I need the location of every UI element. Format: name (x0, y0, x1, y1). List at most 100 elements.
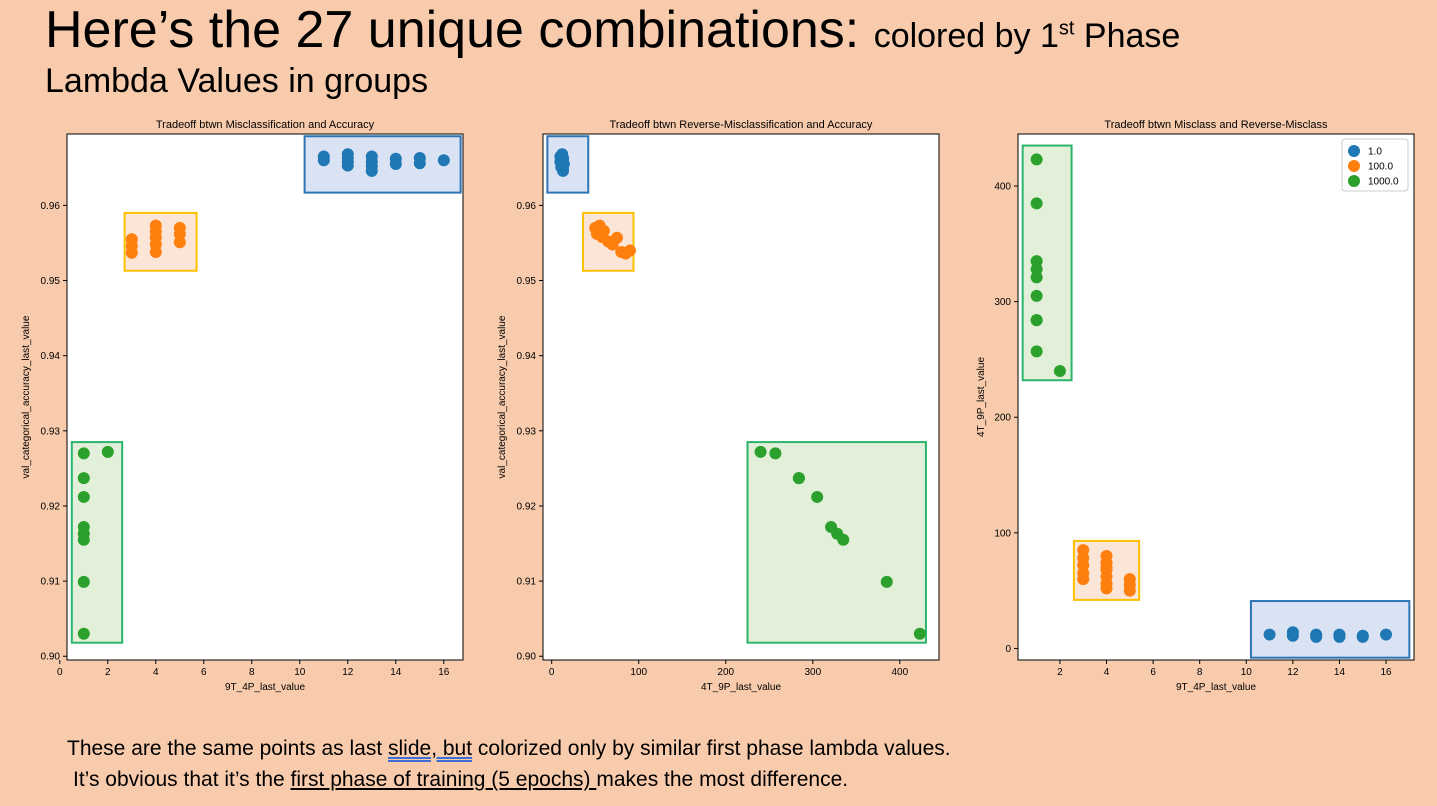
body-line-1-a: These are the same points as last (67, 737, 388, 760)
data-point-blue (1263, 628, 1276, 641)
x-tick-label: 2 (1057, 667, 1063, 678)
x-tick-label: 14 (390, 667, 402, 678)
y-tick-label: 0.91 (41, 577, 61, 588)
plot-frame (542, 133, 940, 661)
y-tick-label: 0.90 (41, 652, 61, 663)
data-point-green (792, 472, 805, 485)
y-tick-label: 0.94 (41, 351, 61, 362)
data-point-orange (149, 245, 162, 258)
x-tick-label: 0 (57, 667, 63, 678)
data-point-orange (1100, 582, 1113, 595)
data-point-blue (437, 154, 450, 167)
y-tick-label: 300 (994, 297, 1011, 308)
data-point-green (754, 445, 767, 458)
data-point-orange (624, 244, 637, 257)
data-point-green (101, 445, 114, 458)
data-point-green (811, 490, 824, 503)
data-point-green (77, 447, 90, 460)
plot-frame (1017, 133, 1415, 661)
data-point-blue (557, 164, 570, 177)
legend-label: 1.0 (1368, 147, 1382, 158)
data-point-blue (317, 154, 330, 167)
data-point-blue (556, 154, 569, 167)
data-point-green (1030, 197, 1043, 210)
data-point-blue (1286, 629, 1299, 642)
data-point-blue (389, 158, 402, 171)
title-main: Here’s the 27 unique combinations: (45, 1, 860, 59)
body-line-2-underlined: first phase of training (5 epochs) (290, 768, 597, 791)
y-tick-label: 200 (994, 413, 1011, 424)
y-axis-label: val_categorical_accuracy_last_value (21, 315, 32, 478)
x-tick-label: 8 (249, 667, 255, 678)
data-point-orange (173, 227, 186, 240)
y-tick-label: 0.91 (517, 577, 537, 588)
data-point-orange (1123, 584, 1136, 597)
data-point-green (880, 575, 893, 588)
data-point-blue (1380, 628, 1393, 641)
legend-marker (1348, 160, 1360, 172)
data-point-orange (125, 246, 138, 259)
y-tick-label: 0.93 (41, 426, 61, 437)
body-line-2-b: makes the most difference. (596, 768, 849, 791)
y-tick-label: 0.93 (517, 426, 537, 437)
legend-marker (1348, 145, 1360, 157)
x-axis-label: 4T_9P_last_value (701, 682, 781, 693)
body-line-1-b: colorized only by similar first phase la… (472, 737, 951, 760)
x-tick-label: 12 (1287, 667, 1299, 678)
data-point-green (1030, 271, 1043, 284)
body-line-1: These are the same points as last slide,… (67, 733, 951, 764)
x-tick-label: 10 (294, 667, 306, 678)
slide-subtitle: Lambda Values in groups (45, 62, 429, 100)
data-point-green (77, 472, 90, 485)
data-point-green (913, 627, 926, 640)
y-tick-label: 400 (994, 182, 1011, 193)
y-axis-label: 4T_9P_last_value (976, 357, 987, 437)
body-text: These are the same points as last slide,… (67, 733, 951, 795)
x-tick-label: 300 (804, 667, 821, 678)
data-point-blue (1356, 630, 1369, 643)
y-tick-label: 0.94 (517, 351, 537, 362)
data-point-orange (1100, 561, 1113, 574)
chart-title: Tradeoff btwn Misclass and Reverse-Miscl… (1104, 119, 1328, 131)
body-line-2: It’s obvious that it’s the first phase o… (67, 764, 951, 795)
legend-label: 100.0 (1368, 162, 1393, 173)
x-tick-label: 6 (1150, 667, 1156, 678)
x-tick-label: 16 (1380, 667, 1392, 678)
group-box-green (746, 441, 927, 644)
data-point-green (837, 533, 850, 546)
chart-title: Tradeoff btwn Misclassification and Accu… (156, 119, 375, 131)
group-box-green (1021, 144, 1073, 382)
data-point-green (77, 533, 90, 546)
slide-title: Here’s the 27 unique combinations: color… (45, 0, 1180, 66)
data-point-green (1030, 289, 1043, 302)
y-tick-label: 100 (994, 528, 1011, 539)
y-tick-label: 0.92 (517, 501, 537, 512)
data-point-blue (341, 159, 354, 172)
x-tick-label: 14 (1334, 667, 1346, 678)
group-box-blue (1249, 600, 1411, 659)
y-axis-label: val_categorical_accuracy_last_value (497, 315, 508, 478)
data-point-blue (1310, 630, 1323, 643)
y-tick-label: 0 (1005, 644, 1011, 655)
x-axis-label: 9T_4P_last_value (225, 682, 305, 693)
legend-marker (1348, 175, 1360, 187)
title-small-pre: colored by 1 (873, 17, 1059, 55)
group-box-blue (303, 135, 462, 194)
x-tick-label: 10 (1241, 667, 1253, 678)
x-tick-label: 100 (630, 667, 647, 678)
x-axis-label: 9T_4P_last_value (1176, 682, 1256, 693)
plot-frame (66, 133, 464, 661)
data-point-green (77, 575, 90, 588)
data-point-green (77, 627, 90, 640)
y-tick-label: 0.90 (517, 652, 537, 663)
data-point-green (1053, 364, 1066, 377)
body-line-1-underlined: slide, but (388, 737, 473, 760)
x-tick-label: 0 (549, 667, 555, 678)
data-point-green (769, 447, 782, 460)
legend-label: 1000.0 (1368, 177, 1399, 188)
y-tick-label: 0.96 (517, 201, 537, 212)
data-point-green (1030, 345, 1043, 358)
data-point-blue (1333, 630, 1346, 643)
data-point-orange (610, 231, 623, 244)
title-small-post: Phase (1074, 17, 1181, 55)
